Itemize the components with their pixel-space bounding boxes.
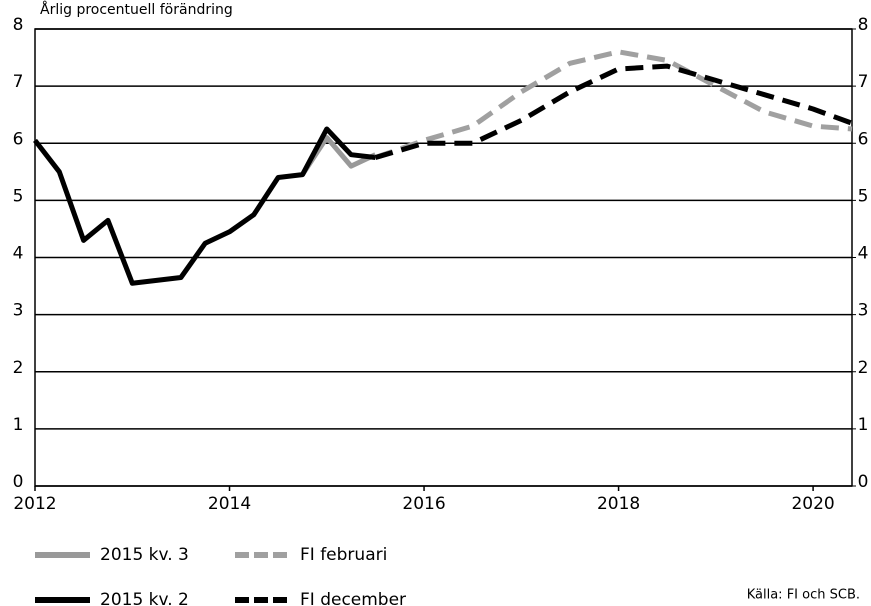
- y2-tick-label: 5: [858, 186, 869, 206]
- y2-tick-label: 8: [858, 15, 869, 35]
- y-tick-label: 4: [13, 244, 24, 264]
- y2-tick-label: 3: [858, 301, 869, 321]
- y-tick-label: 6: [13, 129, 24, 149]
- y2-tick-label: 2: [858, 358, 869, 378]
- source: Källa: FI och SCB.: [747, 588, 860, 603]
- x-tick-label: 2016: [402, 494, 445, 514]
- y-tick-label: 3: [13, 301, 24, 321]
- legend-label: FI december: [300, 590, 406, 606]
- y-tick-label: 7: [13, 72, 24, 92]
- y-tick-label: 8: [13, 15, 24, 35]
- legend-label: 2015 kv. 3: [100, 545, 189, 565]
- series-line: [374, 63, 853, 160]
- y-tick-label: 2: [13, 358, 24, 378]
- y2-tick-label: 6: [858, 129, 869, 149]
- legend-label: 2015 kv. 2: [100, 590, 189, 606]
- y2-tick-label: 0: [858, 472, 869, 492]
- y-tick-label: 1: [13, 415, 24, 435]
- y-tick-label: 5: [13, 186, 24, 206]
- y2-tick-label: 4: [858, 244, 869, 264]
- y2-tick-label: 7: [858, 72, 869, 92]
- legend-label: FI februari: [300, 545, 387, 565]
- x-tick-label: 2014: [208, 494, 251, 514]
- chart-title: Årlig procentuell förändring: [40, 1, 233, 18]
- x-tick-label: 2020: [791, 494, 834, 514]
- x-tick-label: 2012: [13, 494, 56, 514]
- x-tick-label: 2018: [597, 494, 640, 514]
- series-line: [33, 126, 376, 286]
- series-line: [374, 49, 853, 160]
- y-tick-label: 0: [13, 472, 24, 492]
- y2-tick-label: 1: [858, 415, 869, 435]
